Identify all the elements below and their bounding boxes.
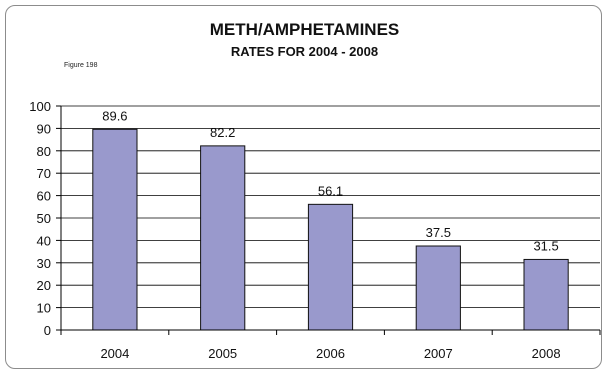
bar-2004 (92, 128, 138, 331)
bars (92, 128, 569, 331)
data-label: 82.2 (210, 125, 235, 140)
axes (56, 105, 601, 335)
x-tick-label: 2006 (316, 346, 345, 361)
chart-subtitle: RATES FOR 2004 - 2008 (230, 44, 379, 59)
data-label: 89.6 (102, 108, 127, 123)
bar-2008 (523, 258, 569, 331)
x-tick-label: 2008 (532, 346, 561, 361)
x-tick-label: 2007 (424, 346, 453, 361)
bar-2005 (200, 145, 246, 331)
data-label: 31.5 (533, 238, 558, 253)
x-tick-label: 2005 (208, 346, 237, 361)
y-tick-label: 80 (37, 144, 51, 159)
y-tick-label: 90 (37, 121, 51, 136)
bar-2007 (415, 245, 461, 331)
chart-title: METH/AMPHETAMINES (209, 20, 400, 39)
y-tick-label: 40 (37, 233, 51, 248)
y-tick-label: 70 (37, 166, 51, 181)
labels: 0 10 20 30 40 50 60 70 80 90 100 89.6 2004 82.2 2005 56… (29, 99, 560, 361)
data-label: 56.1 (318, 183, 343, 198)
x-tick-label: 2004 (100, 346, 129, 361)
y-tick-label: 50 (37, 211, 51, 226)
y-tick-label: 10 (37, 301, 51, 316)
data-label: 37.5 (426, 225, 451, 240)
y-tick-label: 0 (44, 323, 51, 338)
y-tick-label: 100 (29, 99, 51, 114)
y-tick-label: 30 (37, 256, 51, 271)
y-tick-label: 60 (37, 189, 51, 204)
figure-label: Figure 198 (64, 62, 98, 69)
bar-2006 (307, 203, 354, 331)
y-tick-label: 20 (37, 278, 51, 293)
